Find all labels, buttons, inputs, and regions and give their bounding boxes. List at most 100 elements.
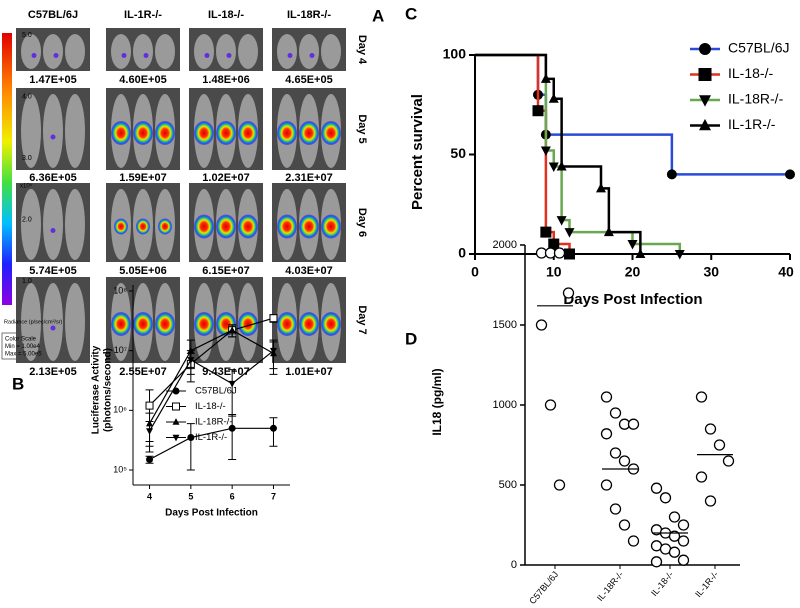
legend-label: IL-18-/- [195, 401, 226, 412]
x-tick-label: IL-18R-/- [595, 569, 625, 603]
data-point [677, 554, 690, 566]
x-tick-label: 30 [703, 264, 719, 280]
series-line [149, 350, 274, 432]
marker [603, 226, 614, 237]
signal [277, 214, 297, 239]
mouse [111, 34, 131, 69]
radiance-label: Radiance (p/sec/cm²/sr) [4, 319, 63, 325]
x-tick-label: 5 [188, 491, 193, 501]
mouse [21, 34, 41, 69]
signal [309, 53, 315, 58]
marker [532, 105, 544, 117]
legend-marker [698, 68, 712, 81]
marker [269, 347, 277, 355]
x-tick-label: 4 [147, 491, 152, 501]
data-point [695, 391, 708, 403]
x-tick-label: IL-1R-/- [693, 569, 720, 599]
x-tick-label: 0 [471, 264, 479, 280]
y-tick-label: 10⁷ [114, 345, 127, 355]
panel-label: D [405, 329, 417, 348]
data-point [553, 247, 566, 259]
signal [114, 218, 128, 235]
data-point [704, 495, 717, 507]
signal [226, 53, 232, 58]
survival-line [475, 53, 571, 254]
signal [111, 121, 131, 145]
signal [133, 312, 153, 336]
mouse [43, 94, 63, 168]
y-tick-label: 1500 [493, 319, 517, 331]
radiance-value: 5.05E+06 [119, 265, 166, 277]
day-label: Day 4 [356, 35, 368, 65]
mouse [65, 283, 85, 361]
data-point [695, 471, 708, 483]
legend-marker [699, 118, 711, 131]
signal [216, 214, 236, 239]
mouse [277, 34, 297, 69]
y-axis-label: Luciferase Activity [91, 345, 102, 434]
series-line [149, 427, 274, 461]
mouse [65, 34, 85, 69]
signal [277, 121, 297, 145]
data-point [609, 407, 622, 419]
data-point [713, 439, 726, 451]
marker [540, 146, 551, 157]
marker [556, 160, 567, 171]
scale-box-text: Color Scale [5, 337, 37, 343]
legend-label: C57BL/6J [195, 386, 237, 397]
marker [145, 401, 154, 410]
legend-label: IL-18R-/- [728, 91, 784, 107]
mouse [133, 34, 153, 69]
column-header: IL-18-/- [208, 9, 244, 21]
data-point [609, 503, 622, 515]
radiance-value: 9.43E+07 [202, 366, 249, 378]
y-tick-label: 10⁵ [113, 464, 127, 474]
data-point [677, 535, 690, 547]
mouse [43, 189, 63, 260]
x-tick-label: 20 [625, 264, 641, 280]
signal [287, 53, 293, 58]
data-point [562, 287, 575, 299]
data-point [609, 447, 622, 459]
marker [187, 357, 195, 364]
series-line [149, 329, 274, 424]
radiance-value: 6.36E+05 [29, 172, 76, 184]
mouse [21, 189, 41, 260]
mouse [321, 34, 341, 69]
scale-label: 4.0 [22, 93, 32, 100]
marker [269, 424, 277, 432]
data-point [600, 428, 613, 440]
y-tick-label: 0 [511, 559, 517, 571]
legend-marker [172, 434, 180, 442]
signal [158, 218, 172, 235]
y-tick-label: 2000 [493, 239, 517, 251]
day-label: Day 7 [356, 305, 368, 334]
signal [299, 312, 319, 336]
signal [155, 121, 175, 145]
mouse [155, 34, 175, 69]
radiance-value: 1.02E+07 [202, 172, 249, 184]
data-point [659, 492, 672, 504]
y-axis-label: Percent survival [409, 94, 426, 210]
marker [228, 326, 236, 334]
x-tick-label: IL-18-/- [649, 569, 675, 598]
marker [596, 182, 606, 193]
marker [785, 169, 795, 180]
x-tick-label: 6 [230, 491, 235, 501]
signal [321, 121, 341, 145]
mouse [21, 94, 41, 168]
data-point [650, 482, 663, 494]
legend-label: IL-1R-/- [728, 116, 776, 132]
marker [228, 424, 236, 432]
series-line [149, 317, 274, 407]
legend-label: IL-18R-/- [195, 417, 232, 428]
mouse [65, 94, 85, 168]
marker [564, 228, 575, 238]
signal [238, 121, 258, 145]
column-header: C57BL/6J [28, 9, 78, 21]
data-point [600, 391, 613, 403]
y-axis-label: IL18 (pg/ml) [430, 368, 444, 435]
radiance-value: 5.74E+05 [29, 265, 76, 277]
y-tick-label: 10⁸ [113, 285, 127, 295]
